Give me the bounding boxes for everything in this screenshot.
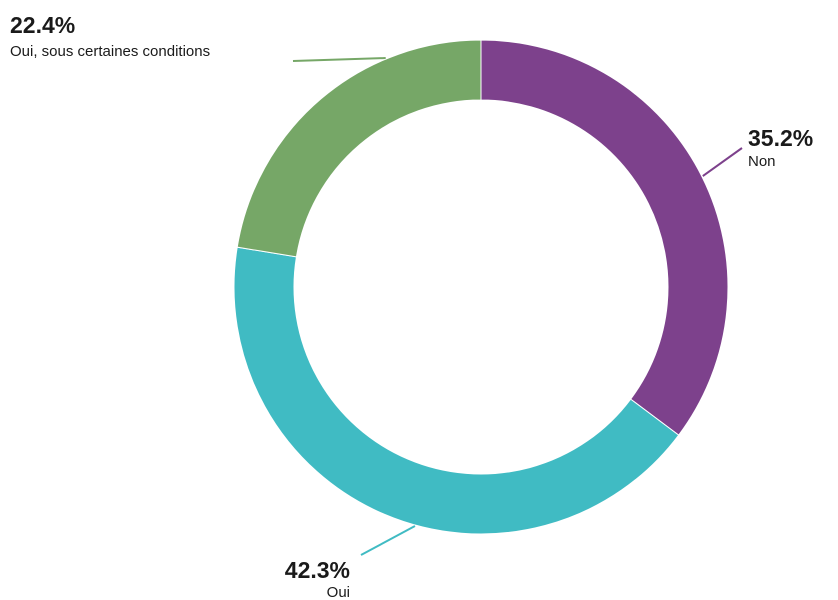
- label-non: 35.2% Non: [748, 125, 813, 170]
- label-oui: 42.3% Oui: [285, 557, 350, 600]
- leader-line-non: [702, 147, 743, 177]
- slice-oui: [233, 246, 680, 535]
- category-label-non: Non: [748, 153, 776, 170]
- category-label-oui: Oui: [327, 584, 350, 600]
- value-label-non: 35.2%: [748, 125, 813, 151]
- leader-lines: [292, 57, 743, 556]
- donut-slices: [233, 39, 729, 535]
- value-label-oui-conditions: 22.4%: [10, 12, 75, 38]
- category-label-oui-conditions: Oui, sous certaines conditions: [10, 43, 210, 60]
- leader-line-oui-conditions: [292, 57, 386, 62]
- slice-non: [480, 39, 729, 436]
- leader-line-oui: [360, 525, 416, 556]
- label-oui-conditions: 22.4% Oui, sous certaines conditions: [10, 12, 210, 60]
- slice-oui-conditions: [236, 39, 482, 258]
- value-label-oui: 42.3%: [285, 557, 350, 583]
